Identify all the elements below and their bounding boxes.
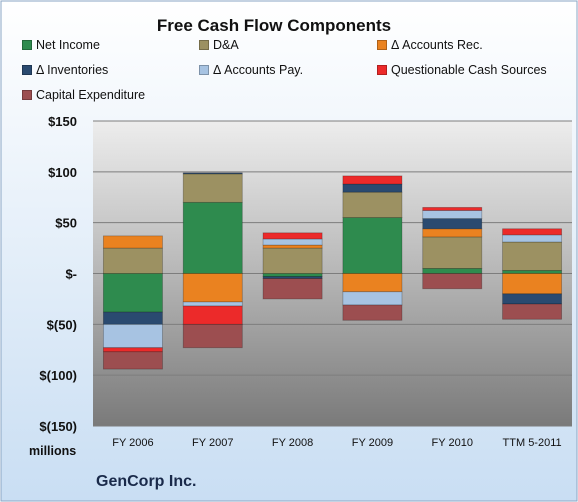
bar-segment: [262, 273, 323, 277]
legend-label: Questionable Cash Sources: [391, 63, 547, 77]
bar-segment: [262, 232, 323, 240]
bar-segment: [422, 268, 483, 274]
bar-segment: [502, 303, 563, 320]
bar-segment: [102, 247, 163, 274]
legend-label: Net Income: [36, 38, 100, 52]
legend-swatch: [199, 65, 209, 75]
bar-segment: [422, 218, 483, 230]
bar-segment: [502, 228, 563, 236]
bar-segment: [102, 273, 163, 313]
bar-segment: [182, 301, 243, 307]
bar-segment: [502, 293, 563, 305]
bar-segment: [342, 217, 403, 274]
company-name: GenCorp Inc.: [96, 473, 196, 490]
legend-swatch: [22, 65, 32, 75]
x-axis-ticks: FY 2006 FY 2007 FY 2008 FY 2009 FY 2010 TTM 5…: [112, 437, 561, 449]
bar-segment: [102, 347, 163, 353]
legend-label: Δ Accounts Rec.: [391, 38, 483, 52]
bar-segment: [182, 323, 243, 349]
x-tick-label: FY 2006: [112, 437, 153, 449]
bar-segment: [502, 234, 563, 243]
legend-label: Δ Inventories: [36, 63, 109, 77]
x-tick-label: FY 2010: [432, 437, 473, 449]
legend-swatch: [199, 40, 209, 50]
legend-item: Δ Inventories: [22, 62, 108, 78]
bar-segment: [342, 304, 403, 321]
bar-segment: [422, 207, 483, 211]
x-tick-label: FY 2009: [352, 437, 393, 449]
legend-swatch: [22, 90, 32, 100]
bar-segment: [102, 323, 163, 349]
legend-label: Capital Expenditure: [36, 88, 146, 102]
y-tick-label: $(150): [39, 419, 77, 434]
chart-title: Free Cash Flow Components: [157, 16, 391, 35]
legend-item: D&A: [199, 37, 239, 53]
bar-segment: [262, 244, 323, 249]
legend-item: Capital Expenditure: [22, 87, 145, 103]
y-tick-label: $150: [48, 114, 77, 129]
bar-segment: [342, 183, 403, 193]
bar-segment: [422, 210, 483, 219]
grid-lines: [93, 120, 572, 427]
bar-segment: [182, 173, 243, 203]
bar-segment: [262, 278, 323, 300]
legend-item: Net Income: [22, 37, 100, 53]
y-tick-label: $50: [55, 216, 77, 231]
y-tick-label: $(50): [47, 317, 77, 332]
bar-segment: [182, 201, 243, 274]
legend-item: Δ Accounts Rec.: [377, 37, 483, 53]
legend-label: D&A: [213, 38, 239, 52]
bar-segment: [102, 351, 163, 370]
bar-segment: [262, 247, 323, 274]
bar-segment: [342, 273, 403, 293]
bar-segment: [422, 273, 483, 290]
y-tick-label: $100: [48, 165, 77, 180]
bar-segment: [422, 236, 483, 269]
legend-label: Δ Accounts Pay.: [213, 63, 304, 77]
y-tick-label: $(100): [39, 368, 77, 383]
bar-segment: [102, 235, 163, 249]
x-tick-label: FY 2008: [272, 437, 313, 449]
bar-segment: [182, 305, 243, 325]
bar-segment: [422, 228, 483, 238]
x-tick-label: TTM 5-2011: [503, 437, 562, 449]
bar-segment: [182, 273, 243, 303]
legend-item: Δ Accounts Pay.: [199, 62, 303, 78]
legend-swatch: [22, 40, 32, 50]
y-axis-unit-label: millions: [29, 444, 76, 458]
bar-segment: [262, 276, 323, 279]
x-tick-label: FY 2007: [192, 437, 233, 449]
y-axis-ticks: $150 $100 $50 $- $(50) $(100) $(150): [39, 114, 77, 434]
bar-segment: [502, 273, 563, 295]
legend-swatch: [377, 65, 387, 75]
bar-segment: [342, 175, 403, 185]
bar-segment: [182, 172, 243, 175]
legend-item: Questionable Cash Sources: [377, 62, 547, 78]
bar-segment: [102, 311, 163, 325]
bar-segment: [342, 291, 403, 306]
bar-segment: [502, 270, 563, 274]
legend-swatch: [377, 40, 387, 50]
bar-segment: [502, 241, 563, 271]
bar-segment: [262, 238, 323, 246]
y-tick-label: $-: [65, 267, 77, 282]
bar-segment: [342, 191, 403, 218]
bar-stacks: [102, 172, 563, 370]
